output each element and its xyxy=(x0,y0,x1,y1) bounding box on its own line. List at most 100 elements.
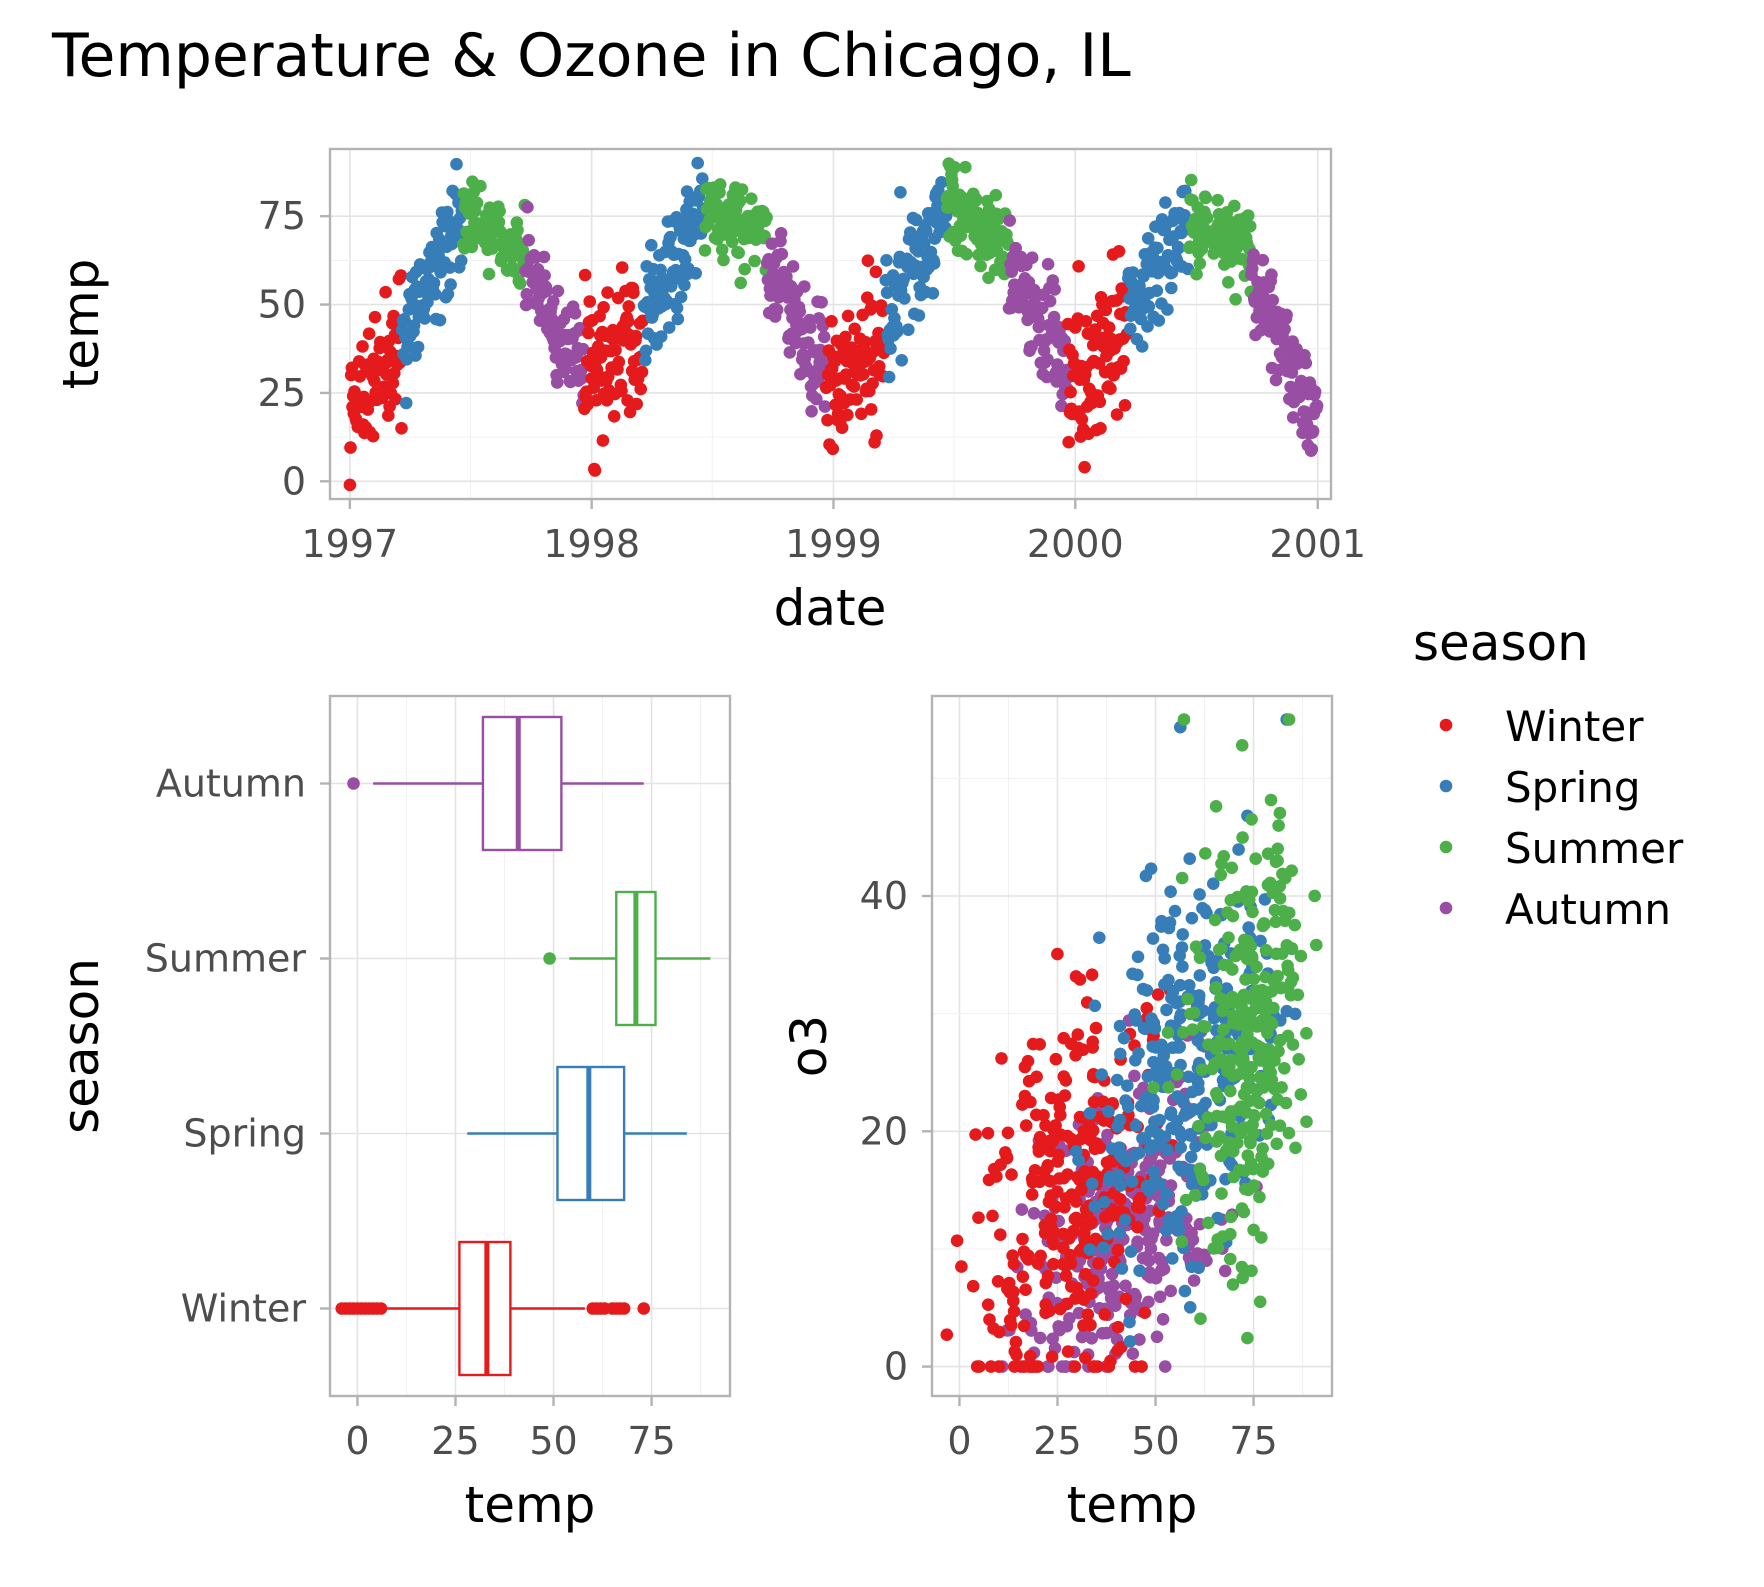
timeseries-point-winter xyxy=(1094,422,1107,435)
o3-scatter-point-summer xyxy=(1209,981,1223,994)
o3-scatter-point-spring xyxy=(1185,1260,1198,1274)
o3-scatter-point-summer xyxy=(1237,1088,1251,1101)
o3-scatter-point-winter xyxy=(1008,1360,1021,1373)
timeseries-point-autumn xyxy=(550,376,564,389)
o3-scatter-point-summer xyxy=(1289,1141,1302,1155)
timeseries-point-spring xyxy=(898,292,911,305)
legend: season Winter Spring Summer Autumn xyxy=(1413,614,1684,934)
timeseries-point-autumn xyxy=(1305,442,1319,456)
o3-scatter-x-tick-label: 75 xyxy=(1229,1419,1277,1463)
boxplot-panel-border xyxy=(328,694,732,1398)
o3-scatter-point-spring xyxy=(1115,1262,1129,1275)
timeseries-point-autumn xyxy=(537,250,551,264)
timeseries-point-summer xyxy=(507,265,521,278)
o3-scatter-point-summer xyxy=(1226,1278,1240,1291)
o3-scatter-point-spring xyxy=(1113,1113,1127,1127)
o3-scatter-point-winter xyxy=(1049,1052,1063,1066)
o3-scatter-point-summer xyxy=(1259,943,1273,957)
timeseries-point-winter xyxy=(578,268,592,282)
o3-scatter-point-winter xyxy=(1081,1308,1095,1321)
o3-scatter-point-summer xyxy=(1282,713,1296,726)
timeseries-axes: 1997 1998 1999 2000 2001 0 25 50 75 xyxy=(258,194,1366,566)
timeseries-point-spring xyxy=(433,313,447,327)
timeseries-point-autumn xyxy=(1269,373,1283,387)
timeseries-point-spring xyxy=(890,325,904,339)
timeseries-point-spring xyxy=(919,224,933,237)
o3-scatter-point-winter xyxy=(1047,1257,1060,1271)
o3-scatter-point-spring xyxy=(1165,991,1178,1005)
o3-scatter-point-autumn xyxy=(1160,1233,1173,1247)
o3-scatter-point-spring xyxy=(1172,1219,1185,1232)
timeseries-point-winter xyxy=(389,392,402,406)
timeseries-x-tick-label: 1998 xyxy=(543,522,640,566)
o3-scatter-point-winter xyxy=(1016,1232,1029,1246)
timeseries-point-summer xyxy=(738,262,751,276)
o3-scatter-point-spring xyxy=(1160,1143,1174,1156)
o3-scatter-point-spring xyxy=(1141,1070,1155,1083)
timeseries-point-autumn xyxy=(1266,293,1279,307)
o3-scatter-point-winter xyxy=(1068,1212,1082,1226)
o3-scatter-point-winter xyxy=(1064,1132,1078,1146)
o3-scatter-point-spring xyxy=(1185,911,1199,925)
o3-scatter-point-spring xyxy=(1125,1175,1139,1188)
o3-scatter-point-spring xyxy=(1117,1031,1131,1045)
o3-scatter-point-summer xyxy=(1282,1126,1296,1140)
o3-scatter-point-winter xyxy=(1019,1119,1033,1132)
timeseries-point-autumn xyxy=(540,284,553,298)
timeseries-point-winter xyxy=(826,442,840,456)
o3-scatter-point-summer xyxy=(1308,889,1321,903)
timeseries-y-tick-label: 0 xyxy=(282,459,306,503)
o3-scatter-point-winter xyxy=(1007,1257,1021,1271)
o3-scatter-point-autumn xyxy=(1150,1330,1164,1344)
o3-scatter-point-spring xyxy=(1175,941,1189,954)
timeseries-point-winter xyxy=(825,315,838,328)
o3-scatter-point-winter xyxy=(1009,1335,1023,1349)
timeseries-point-autumn xyxy=(1016,296,1030,310)
timeseries-point-spring xyxy=(912,309,926,322)
o3-scatter-y-axis-title: o3 xyxy=(780,1015,838,1077)
o3-scatter-point-summer xyxy=(1278,914,1292,928)
o3-scatter-point-summer xyxy=(1161,1026,1175,1039)
boxplot-y-tick-label: Summer xyxy=(145,937,307,981)
o3-scatter-point-winter xyxy=(984,1360,998,1373)
timeseries-point-winter xyxy=(835,421,849,435)
timeseries-point-summer xyxy=(974,259,987,273)
o3-scatter-point-summer xyxy=(1300,1027,1313,1040)
o3-scatter-y-tick-label: 0 xyxy=(884,1345,908,1389)
timeseries-point-winter xyxy=(869,265,883,279)
o3-scatter-point-autumn xyxy=(1191,1247,1204,1260)
o3-scatter-point-winter xyxy=(1140,1001,1154,1015)
boxplot-y-tick-label: Spring xyxy=(183,1112,306,1156)
timeseries-x-tick-label: 2000 xyxy=(1027,522,1124,566)
o3-scatter-point-summer xyxy=(1291,988,1305,1002)
o3-scatter-point-summer xyxy=(1147,1081,1160,1094)
o3-scatter-point-spring xyxy=(1174,1058,1187,1072)
o3-scatter-point-winter xyxy=(1073,1287,1086,1301)
timeseries-point-spring xyxy=(639,344,653,358)
legend-label-summer: Summer xyxy=(1505,824,1684,873)
o3-scatter-point-spring xyxy=(1121,1079,1134,1092)
timeseries-point-spring xyxy=(1150,284,1164,298)
o3-scatter-point-winter xyxy=(966,1279,980,1293)
timeseries-point-summer xyxy=(725,235,739,249)
timeseries-point-summer xyxy=(948,161,961,174)
timeseries-point-summer xyxy=(710,198,724,211)
o3-scatter-point-winter xyxy=(1001,1282,1014,1296)
boxplot-x-tick-label: 75 xyxy=(627,1419,675,1463)
o3-scatter-point-spring xyxy=(1254,934,1267,948)
o3-scatter-point-summer xyxy=(1268,1082,1281,1096)
o3-scatter-point-summer xyxy=(1247,1223,1260,1237)
o3-scatter-point-winter xyxy=(981,1298,995,1311)
o3-scatter-point-autumn xyxy=(1131,1235,1144,1248)
o3-scatter-point-spring xyxy=(1085,1177,1099,1191)
o3-scatter-point-spring xyxy=(1124,1245,1138,1258)
o3-scatter-point-winter xyxy=(1065,1188,1079,1201)
o3-scatter-point-summer xyxy=(1255,1014,1269,1027)
timeseries-point-spring xyxy=(450,157,463,171)
timeseries-point-autumn xyxy=(1041,353,1054,366)
boxplot-x-tick-label: 25 xyxy=(431,1419,479,1463)
o3-scatter-point-summer xyxy=(1270,1137,1283,1151)
o3-scatter-point-summer xyxy=(1217,1023,1230,1036)
timeseries-point-summer xyxy=(1228,199,1241,213)
o3-scatter-point-summer xyxy=(1162,1081,1175,1094)
